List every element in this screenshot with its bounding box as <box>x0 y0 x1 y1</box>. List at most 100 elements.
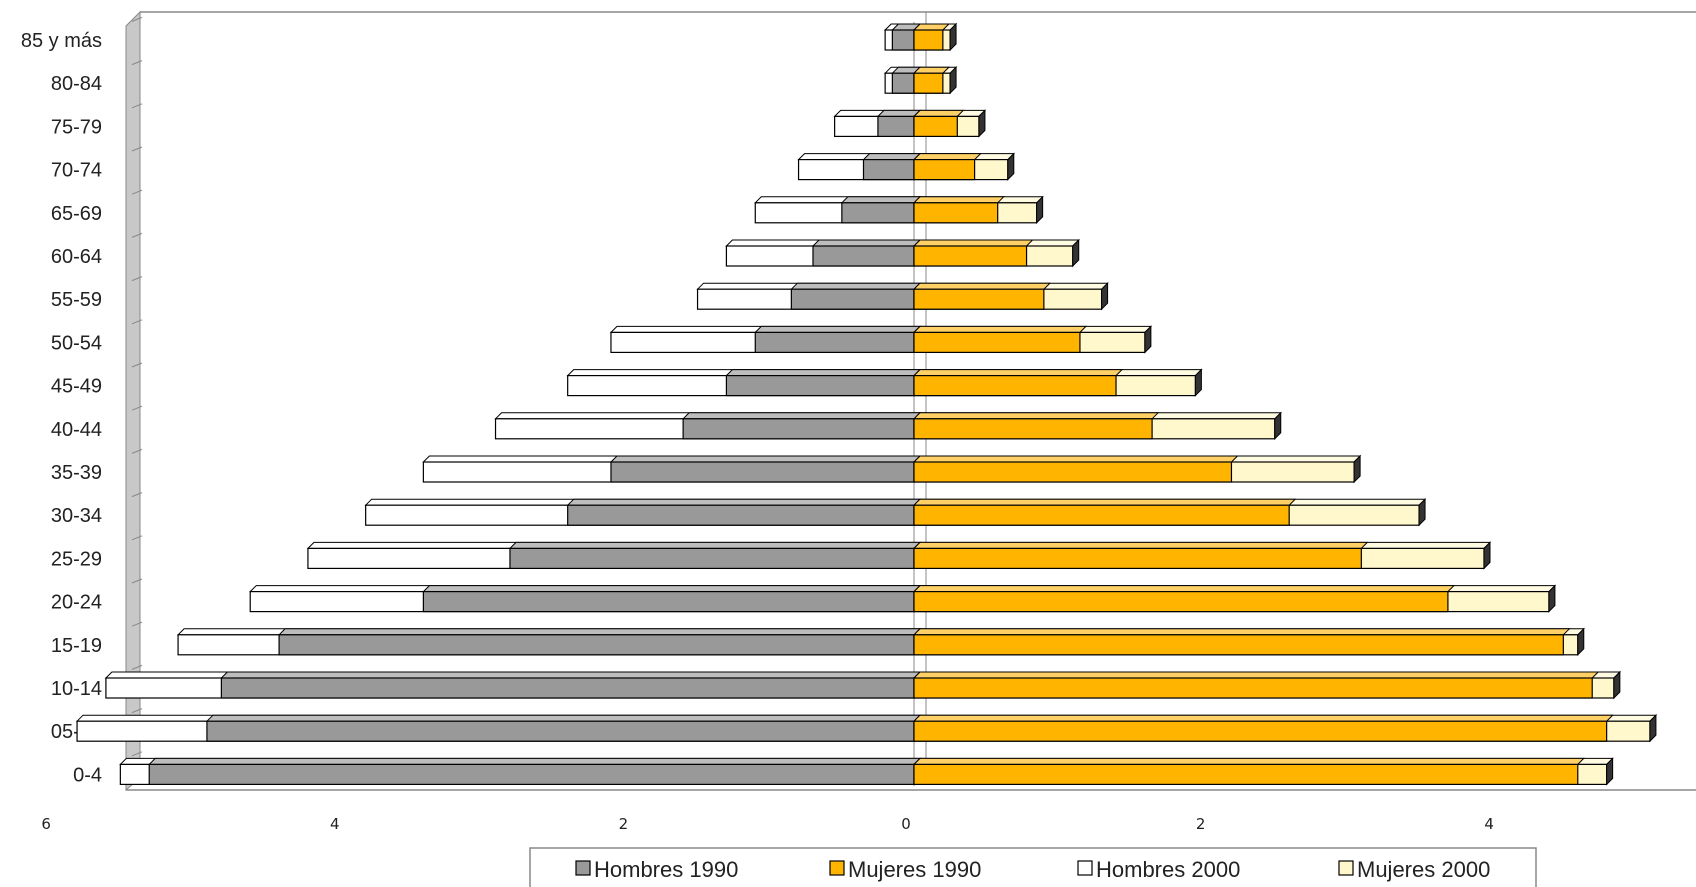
y-tick <box>131 362 143 368</box>
bar-end-cap <box>1353 454 1361 484</box>
bar-end-cap <box>1483 541 1491 570</box>
bar-hombres-1990 <box>277 628 922 656</box>
y-tick <box>131 492 143 498</box>
y-tick <box>131 146 143 152</box>
y-tick-label: 75-79 <box>51 116 102 138</box>
bar-end-cap <box>1036 195 1044 225</box>
y-tick-label: 55-59 <box>51 289 102 311</box>
bar-end-cap <box>1101 281 1109 311</box>
bar-hombres-1990 <box>220 671 922 699</box>
bar-end-cap <box>1649 713 1657 743</box>
bar-mujeres-1990 <box>912 757 1585 786</box>
bar-end-cap <box>1613 670 1621 700</box>
bar-hombres-1990 <box>891 23 922 51</box>
bar-mujeres-1990 <box>912 325 1088 353</box>
bar-mujeres-1990 <box>912 153 982 181</box>
y-tick <box>131 16 143 22</box>
y-tick-label: 20-24 <box>51 592 102 614</box>
bar-mujeres-1990 <box>912 455 1239 483</box>
y-tick <box>131 319 143 325</box>
y-tick <box>131 276 143 282</box>
y-tick <box>131 448 143 454</box>
y-tick-label: 35-39 <box>51 462 102 484</box>
plot-frame <box>125 10 1696 792</box>
y-tick <box>131 708 143 714</box>
bar-hombres-1990 <box>725 369 922 397</box>
bar-end-cap <box>1418 497 1426 527</box>
bar-end-cap <box>1274 411 1282 441</box>
bar-mujeres-1990 <box>912 369 1124 397</box>
y-tick-label: 70-74 <box>51 160 102 182</box>
bar-hombres-1990 <box>148 757 922 786</box>
y-tick <box>131 621 143 627</box>
bar-mujeres-1990 <box>912 498 1297 526</box>
bar-hombres-1990 <box>422 585 922 613</box>
bar-end-cap <box>1144 325 1152 354</box>
bar-mujeres-1990 <box>912 196 1005 224</box>
y-tick-label: 30-34 <box>51 505 102 527</box>
x-tick-label: 2 <box>1196 815 1206 833</box>
bar-hombres-1990 <box>790 282 922 310</box>
bar-hombres-1990 <box>205 714 922 742</box>
bar-end-cap <box>1007 152 1015 181</box>
legend-label: Hombres 2000 <box>1096 857 1240 882</box>
bar-end-cap <box>1194 368 1202 397</box>
y-tick-label: 65-69 <box>51 203 102 225</box>
y-tick <box>131 578 143 584</box>
y-tick-label: 15-19 <box>51 635 102 657</box>
bar-hombres-1990 <box>681 412 922 440</box>
legend-swatch <box>1338 860 1354 876</box>
legend-swatch <box>1077 860 1093 876</box>
x-tick-label: 0 <box>901 815 911 833</box>
y-tick-label: 85 y más <box>21 30 102 52</box>
legend-swatch <box>829 860 845 876</box>
y-tick <box>131 751 143 757</box>
legend-label: Hombres 1990 <box>594 857 738 882</box>
bar-mujeres-1990 <box>912 714 1614 742</box>
bar-mujeres-1990 <box>912 109 965 138</box>
bar-end-cap <box>1606 757 1614 786</box>
y-tick <box>131 405 143 411</box>
bar-mujeres-1990 <box>912 412 1160 440</box>
y-tick-label: 40-44 <box>51 419 102 441</box>
y-tick <box>131 189 143 195</box>
y-tick <box>131 103 143 109</box>
bar-end-cap <box>1072 238 1080 268</box>
x-tick-label: 2 <box>619 815 629 833</box>
bar-hombres-1990 <box>840 196 922 224</box>
y-tick-label: 10-14 <box>51 678 102 700</box>
legend-label: Mujeres 1990 <box>848 857 981 882</box>
x-tick-label: 4 <box>1484 815 1494 833</box>
bar-hombres-1990 <box>811 239 922 267</box>
legend: Hombres 1990 Mujeres 1990 Hombres 2000 Muje… <box>529 847 1537 887</box>
y-tick <box>131 535 143 541</box>
legend-swatch <box>575 860 591 876</box>
bar-mujeres-1990 <box>912 541 1369 570</box>
legend-box <box>529 847 1537 887</box>
bar-mujeres-1990 <box>912 23 951 51</box>
bar-hombres-1990 <box>754 325 922 353</box>
bar-end-cap <box>1548 584 1556 613</box>
bar-hombres-1990 <box>609 455 922 483</box>
y-tick-label: 80-84 <box>51 73 102 95</box>
bar-mujeres-1990 <box>912 282 1052 310</box>
x-tick-label: 4 <box>330 815 340 833</box>
x-tick-label: 6 <box>41 815 51 833</box>
bar-hombres-1990 <box>566 498 922 526</box>
y-tick-label: 25-29 <box>51 548 102 570</box>
x-axis-labels: 6420246 <box>41 815 1494 833</box>
bar-hombres-1990 <box>508 541 922 570</box>
bar-hombres-1990 <box>891 66 922 94</box>
bar-end-cap <box>949 22 957 52</box>
bar-end-cap <box>1577 627 1585 657</box>
y-tick <box>131 60 143 66</box>
bar-mujeres-1990 <box>912 585 1456 613</box>
legend-label: Mujeres 2000 <box>1357 857 1490 882</box>
y-tick-label: 60-64 <box>51 246 102 268</box>
y-tick-label: 50-54 <box>51 332 102 354</box>
bar-hombres-1990 <box>862 153 922 181</box>
y-tick-label: 0-4 <box>73 764 102 786</box>
bar-mujeres-1990 <box>912 66 951 94</box>
bar-mujeres-1990 <box>912 671 1600 699</box>
